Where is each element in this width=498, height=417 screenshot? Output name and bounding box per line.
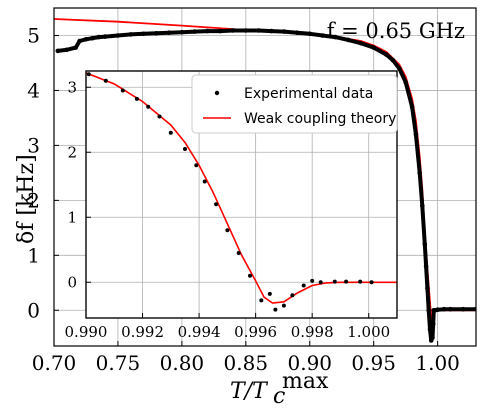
inset-data-point-1 (103, 78, 108, 83)
inset-data-point-14 (259, 298, 264, 303)
inset-ytick-label-3: 3 (67, 79, 77, 97)
svg-text:max: max (282, 369, 329, 394)
legend-label-experimental: Experimental data (244, 86, 373, 102)
inset-data-point-15 (267, 291, 272, 296)
main-xtick-label-1: 0.75 (96, 351, 141, 375)
inset-data-point-25 (369, 280, 374, 285)
svg-text:T/T: T/T (230, 379, 269, 404)
inset-data-point-24 (358, 279, 363, 284)
legend-label-theory: Weak coupling theory (244, 111, 396, 127)
inset-data-point-9 (202, 179, 207, 184)
main-xtick-label-0: 0.70 (32, 351, 77, 375)
inset-data-point-7 (183, 147, 187, 151)
main-ytick-label-1: 1 (27, 243, 40, 267)
inset-data-point-21 (318, 280, 323, 285)
y-axis-label: δf [kHz] (14, 154, 39, 244)
inset-ytick-label-1: 1 (67, 209, 77, 227)
main-ytick-label-5: 5 (27, 23, 40, 47)
inset-data-point-16 (273, 307, 278, 312)
inset-xtick-label-4: 0.998 (291, 323, 334, 341)
inset-ytick-label-0: 0 (67, 274, 77, 292)
inset-chart: 0.990 0.992 0.994 0.996 0.998 1.000 0 1 2 3 Exper… (65, 70, 398, 341)
inset-data-point-3 (134, 96, 139, 101)
legend: Experimental data Weak coupling theory (191, 74, 398, 134)
main-xtick-label-2: 0.80 (160, 351, 205, 375)
inset-data-point-2 (120, 88, 125, 93)
inset-xtick-label-3: 0.996 (234, 323, 277, 341)
svg-text:δf [kHz]: δf [kHz] (14, 154, 39, 244)
main-ytick-label-3: 3 (27, 133, 40, 157)
main-series-band-experimental (57, 28, 476, 343)
main-xtick-label-4: 0.90 (287, 351, 332, 375)
inset-xtick-label-0: 0.990 (65, 323, 108, 341)
inset-data-point-4 (146, 104, 151, 109)
inset-plot-area (86, 72, 397, 312)
main-ytick-label-0: 0 (27, 298, 40, 322)
inset-data-point-6 (168, 130, 173, 135)
inset-series-line-theory (86, 72, 397, 304)
inset-data-point-23 (344, 279, 349, 284)
inset-xtick-label-1: 0.992 (121, 323, 164, 341)
main-xtick-label-3: 0.85 (224, 351, 269, 375)
main-frame (53, 7, 477, 347)
inset-data-point-10 (214, 202, 219, 207)
inset-data-point-19 (301, 283, 306, 288)
inset-data-point-18 (290, 293, 295, 298)
main-ytick-label-4: 4 (27, 78, 40, 102)
inset-frame (85, 70, 398, 319)
legend-box (191, 74, 398, 134)
main-ytick-label-2: 2 (27, 188, 40, 212)
main-plot-area (54, 18, 476, 343)
inset-data-point-8 (194, 163, 199, 168)
inset-xtick-label-2: 0.994 (178, 323, 221, 341)
inset-data-point-5 (157, 114, 162, 119)
x-axis-label: T/T c max (230, 369, 329, 409)
inset-data-point-0 (86, 72, 91, 77)
inset-data-point-17 (281, 303, 286, 308)
inset-data-point-22 (332, 279, 337, 284)
inset-ytick-label-2: 2 (67, 144, 77, 162)
frequency-annotation: f = 0.65 GHz (327, 19, 465, 43)
svg-text:c: c (273, 384, 285, 409)
inset-data-point-13 (248, 273, 252, 278)
inset-data-point-12 (236, 251, 241, 255)
main-xtick-label-6: 1.00 (415, 351, 460, 375)
main-xtick-label-5: 0.95 (351, 351, 396, 375)
inset-data-point-20 (310, 278, 315, 283)
inset-data-point-11 (225, 228, 230, 233)
inset-xtick-label-5: 1.000 (347, 323, 390, 341)
legend-marker-experimental (214, 90, 220, 96)
inset-axes: 0.990 0.992 0.994 0.996 0.998 1.000 0 1 2 3 (65, 70, 398, 341)
